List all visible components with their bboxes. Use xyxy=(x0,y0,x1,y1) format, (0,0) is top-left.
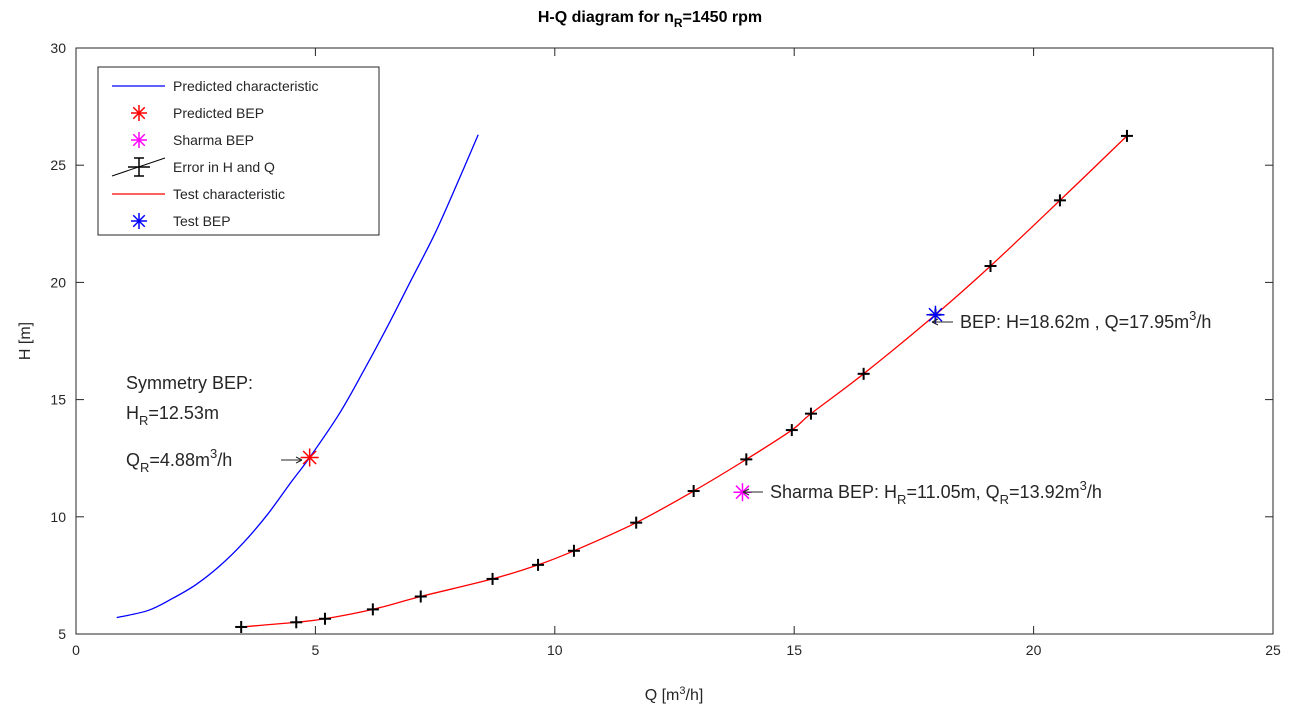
symmetry-bep-head: HR=12.53m xyxy=(126,403,219,428)
sharma-bep-label: Sharma BEP: HR=11.05m, QR=13.92m3/h xyxy=(770,478,1102,507)
legend-swatch-errorbar xyxy=(111,157,166,177)
error-bar-point xyxy=(414,590,427,603)
legend-entry: Predicted characteristic xyxy=(112,78,319,94)
error-bar-point xyxy=(687,485,700,498)
chart-title: H-Q diagram for nR=1450 rpm xyxy=(538,9,762,30)
error-bar-point xyxy=(318,612,331,625)
error-bar-point xyxy=(532,558,545,571)
x-tick-label: 5 xyxy=(312,642,320,658)
error-bar-point xyxy=(804,407,817,420)
legend-swatch-star xyxy=(131,213,147,229)
legend-label: Test characteristic xyxy=(173,186,285,202)
y-axis-ticks: 5 10 15 20 25 30 xyxy=(50,40,1273,642)
x-tick-label: 0 xyxy=(72,642,80,658)
legend-label: Predicted BEP xyxy=(173,105,264,121)
legend: Predicted characteristic Predicted BEP Sha… xyxy=(97,66,380,236)
legend-swatch-star xyxy=(131,132,147,148)
x-tick-label: 15 xyxy=(786,642,802,658)
legend-label: Sharma BEP xyxy=(173,132,254,148)
error-bar-point xyxy=(630,516,643,529)
legend-entry: Error in H and Q xyxy=(111,157,275,177)
x-tick-label: 20 xyxy=(1026,642,1042,658)
legend-label: Error in H and Q xyxy=(173,159,275,175)
error-bar-point xyxy=(1120,129,1133,142)
x-tick-label: 10 xyxy=(547,642,563,658)
error-bar-point xyxy=(290,616,303,629)
y-tick-label: 30 xyxy=(50,40,66,56)
y-tick-label: 10 xyxy=(50,509,66,525)
y-tick-label: 15 xyxy=(50,392,66,408)
error-bar-point xyxy=(1053,194,1066,207)
symmetry-arrow-head xyxy=(295,456,303,464)
symmetry-bep-annotation: Symmetry BEP: HR=12.53m QR=4.88m3/h xyxy=(126,373,303,475)
test-bep-marker xyxy=(926,305,945,324)
test-bep-arrow-head xyxy=(931,318,939,326)
legend-entry: Test BEP xyxy=(131,213,231,229)
error-bar-point xyxy=(366,603,379,616)
sharma-arrow-head xyxy=(742,488,750,496)
symmetry-bep-flow: QR=4.88m3/h xyxy=(126,446,232,475)
series-line-predicted xyxy=(116,134,479,619)
error-bar-point xyxy=(235,620,248,633)
error-bar-point xyxy=(740,453,753,466)
x-axis-label: Q [m3/h] xyxy=(645,685,704,704)
error-bar-point xyxy=(857,367,870,380)
error-bar-point xyxy=(984,259,997,272)
symmetry-bep-title: Symmetry BEP: xyxy=(126,373,253,393)
y-tick-label: 5 xyxy=(58,626,66,642)
error-bar-point xyxy=(486,572,499,585)
legend-entry: Test characteristic xyxy=(112,186,285,202)
x-axis-ticks: 0 5 10 15 20 25 xyxy=(72,48,1281,658)
legend-entry: Predicted BEP xyxy=(131,105,264,121)
legend-box xyxy=(97,66,380,236)
y-axis-label: H [m] xyxy=(17,322,34,360)
error-bar-point xyxy=(567,544,580,557)
test-bep-annotation: BEP: H=18.62m , Q=17.95m3/h xyxy=(931,308,1211,332)
legend-label: Test BEP xyxy=(173,213,231,229)
test-bep-label: BEP: H=18.62m , Q=17.95m3/h xyxy=(960,308,1211,332)
legend-entry: Sharma BEP xyxy=(131,132,254,148)
error-bar-point xyxy=(785,424,798,437)
sharma-bep-annotation: Sharma BEP: HR=11.05m, QR=13.92m3/h xyxy=(742,478,1102,507)
y-tick-label: 25 xyxy=(50,157,66,173)
legend-label: Predicted characteristic xyxy=(173,78,319,94)
x-tick-label: 25 xyxy=(1265,642,1281,658)
legend-swatch-star xyxy=(131,105,147,121)
y-tick-label: 20 xyxy=(50,274,66,290)
predicted-bep-marker xyxy=(300,448,319,467)
